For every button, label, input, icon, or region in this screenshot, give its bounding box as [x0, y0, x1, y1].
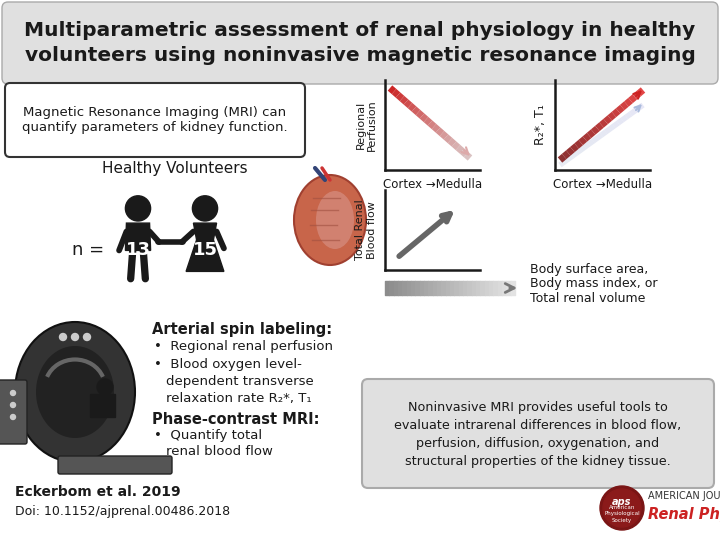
Polygon shape	[125, 223, 150, 251]
FancyBboxPatch shape	[0, 380, 27, 444]
Circle shape	[84, 334, 91, 341]
FancyBboxPatch shape	[362, 379, 714, 488]
Circle shape	[11, 390, 16, 395]
Circle shape	[600, 486, 644, 530]
Text: Magnetic Resonance Imaging (MRI) can
quantify parameters of kidney function.: Magnetic Resonance Imaging (MRI) can qua…	[22, 106, 288, 134]
Text: Doi: 10.1152/ajprenal.00486.2018: Doi: 10.1152/ajprenal.00486.2018	[15, 505, 230, 518]
Text: relaxation rate R₂*, T₁: relaxation rate R₂*, T₁	[166, 392, 312, 405]
Circle shape	[192, 196, 217, 221]
Ellipse shape	[36, 346, 114, 438]
FancyBboxPatch shape	[2, 2, 718, 84]
Circle shape	[125, 196, 150, 221]
Circle shape	[11, 415, 16, 420]
Text: •  Quantify total: • Quantify total	[154, 429, 262, 442]
Text: Noninvasive MRI provides useful tools to
evaluate intrarenal differences in bloo: Noninvasive MRI provides useful tools to…	[395, 401, 682, 468]
Text: Eckerbom et al. 2019: Eckerbom et al. 2019	[15, 485, 181, 499]
FancyBboxPatch shape	[5, 83, 305, 157]
Text: 13: 13	[125, 241, 150, 259]
Polygon shape	[194, 223, 217, 240]
Text: Phase-contrast MRI:: Phase-contrast MRI:	[152, 412, 320, 427]
FancyBboxPatch shape	[58, 456, 172, 474]
Circle shape	[11, 402, 16, 408]
Ellipse shape	[294, 175, 366, 265]
Text: n =: n =	[72, 241, 110, 259]
Text: AMERICAN JOURNAL of PHYSIOLOGY: AMERICAN JOURNAL of PHYSIOLOGY	[648, 491, 720, 501]
Text: Cortex →Medulla: Cortex →Medulla	[383, 178, 482, 191]
Text: R₂*, T₁: R₂*, T₁	[534, 105, 547, 145]
Polygon shape	[186, 240, 224, 272]
Circle shape	[60, 334, 66, 341]
Text: renal blood flow: renal blood flow	[166, 445, 273, 458]
Text: Multiparametric assessment of renal physiology in healthy
volunteers using nonin: Multiparametric assessment of renal phys…	[24, 21, 696, 65]
Text: Arterial spin labeling:: Arterial spin labeling:	[152, 322, 332, 337]
Circle shape	[97, 379, 113, 395]
Text: Cortex →Medulla: Cortex →Medulla	[553, 178, 652, 191]
Circle shape	[603, 489, 641, 527]
Text: Renal Physiology®: Renal Physiology®	[648, 507, 720, 522]
Text: Regional
Perfusion: Regional Perfusion	[356, 99, 377, 151]
Text: dependent transverse: dependent transverse	[166, 375, 314, 388]
Text: •  Regional renal perfusion: • Regional renal perfusion	[154, 340, 333, 353]
Text: aps: aps	[612, 497, 631, 507]
Text: Body surface area,
Body mass index, or
Total renal volume: Body surface area, Body mass index, or T…	[530, 262, 657, 306]
Text: •  Blood oxygen level-: • Blood oxygen level-	[154, 358, 302, 371]
Text: 15: 15	[192, 241, 217, 259]
Polygon shape	[90, 394, 115, 417]
Ellipse shape	[15, 322, 135, 462]
Ellipse shape	[316, 191, 354, 249]
Text: Total Renal
Blood flow: Total Renal Blood flow	[356, 200, 377, 260]
Text: Healthy Volunteers: Healthy Volunteers	[102, 160, 248, 176]
Text: American
Physiological
Society: American Physiological Society	[604, 505, 640, 523]
Circle shape	[71, 334, 78, 341]
